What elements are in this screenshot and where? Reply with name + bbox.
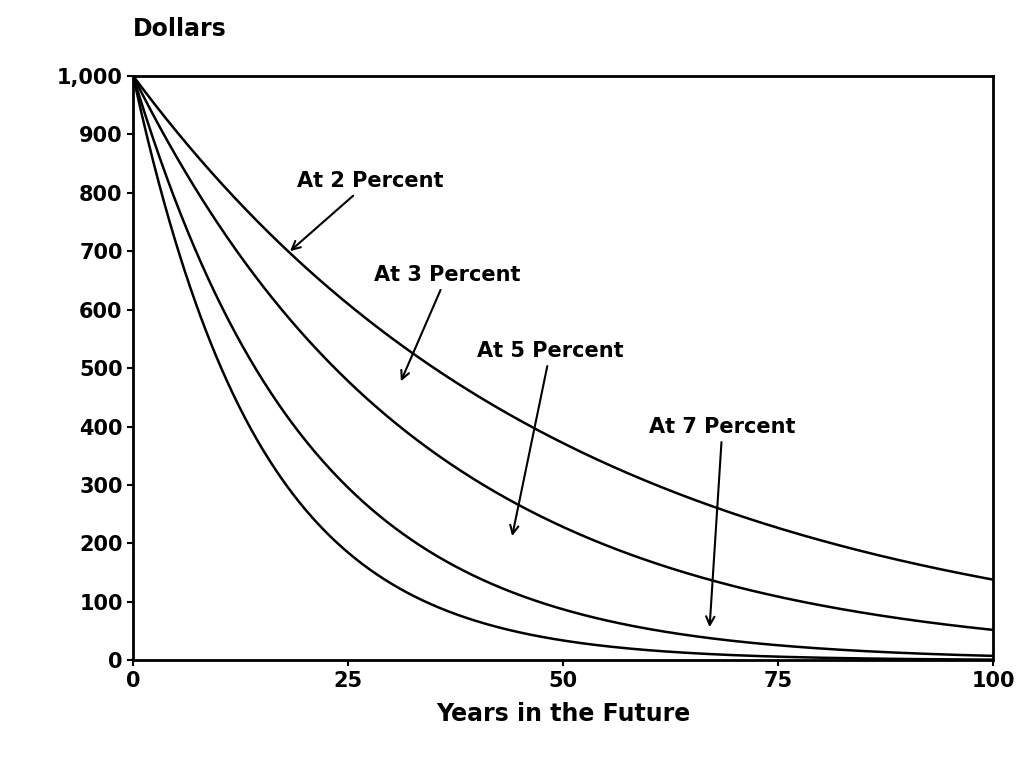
Text: At 7 Percent: At 7 Percent — [649, 417, 796, 625]
Text: At 3 Percent: At 3 Percent — [374, 265, 520, 380]
X-axis label: Years in the Future: Years in the Future — [436, 702, 690, 726]
Text: At 5 Percent: At 5 Percent — [477, 341, 624, 534]
Text: At 2 Percent: At 2 Percent — [292, 171, 443, 250]
Text: Dollars: Dollars — [133, 17, 227, 41]
